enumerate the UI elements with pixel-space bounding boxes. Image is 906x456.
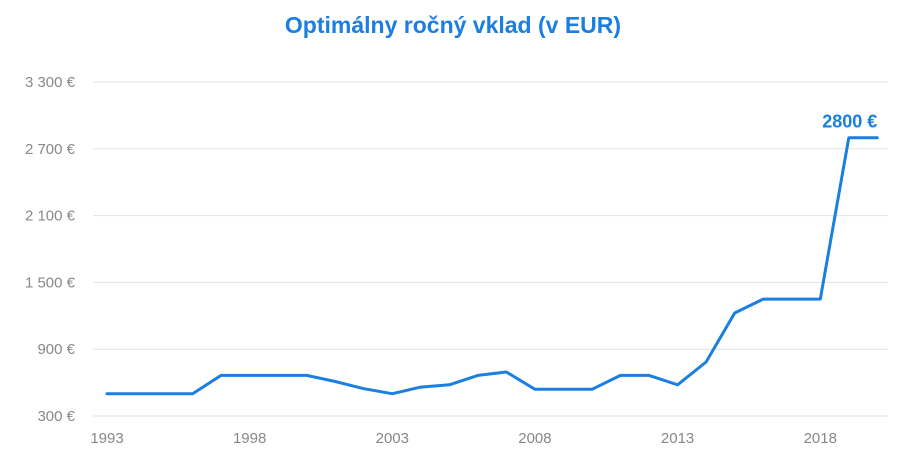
y-tick-label: 300 € (37, 408, 75, 425)
x-tick-label: 2013 (661, 430, 694, 447)
series-line (105, 136, 879, 396)
x-tick-label: 2008 (518, 430, 551, 447)
y-tick-label: 2 100 € (25, 208, 76, 225)
data-label: 2800 € (822, 112, 877, 132)
gridlines (93, 81, 888, 417)
y-tick-label: 2 700 € (25, 141, 76, 158)
x-tick-label: 1993 (90, 430, 123, 447)
chart-title: Optimálny ročný vklad (v EUR) (284, 12, 622, 38)
annotations: 2800 € (822, 112, 877, 132)
x-tick-label: 2018 (804, 430, 837, 447)
series-group (105, 136, 879, 396)
y-axis-labels: 300 € 900 € 1 500 € 2 100 € 2 700 € 3 300 € (25, 74, 76, 425)
x-tick-label: 2003 (376, 430, 409, 447)
y-tick-label: 3 300 € (25, 74, 76, 91)
x-tick-label: 1998 (233, 430, 266, 447)
y-tick-label: 900 € (37, 341, 75, 358)
y-tick-label: 1 500 € (25, 274, 76, 291)
x-axis-labels: 1993 1998 2003 2008 2013 2018 (90, 430, 837, 447)
